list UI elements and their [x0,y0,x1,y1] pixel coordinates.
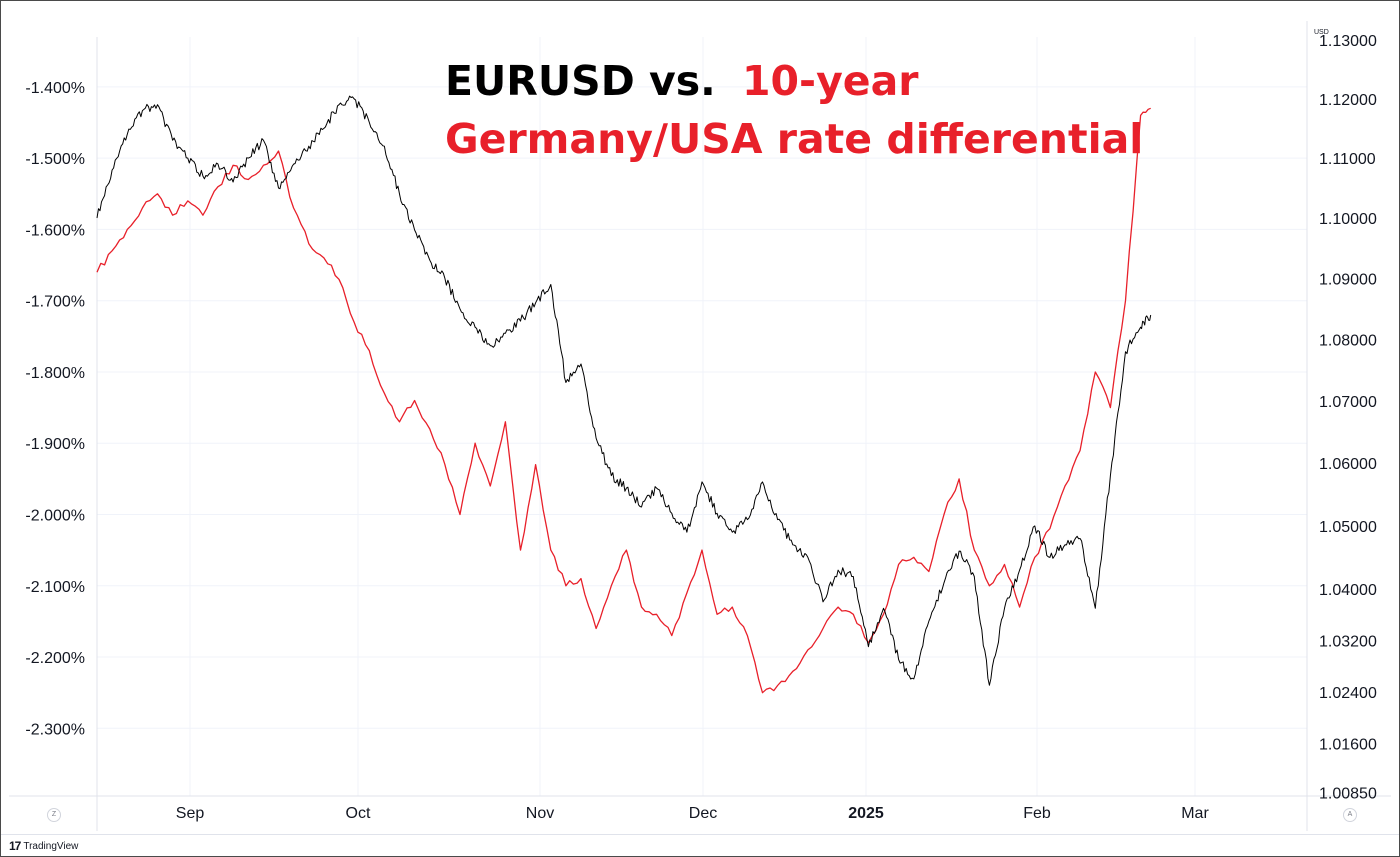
tradingview-logo[interactable]: 17 TradingView [9,839,78,853]
right-tick-label: 1.02400 [1319,685,1377,702]
series-line-eurusd [96,95,1152,686]
right-tick-label: 1.06000 [1319,456,1377,473]
grid-layer [97,37,1307,796]
right-scale-button[interactable]: A [1343,808,1357,822]
left-tick-label: -2.100% [25,579,85,596]
chart-title-line1: EURUSD vs. 10-year [445,57,919,105]
tradingview-brand-text: TradingView [23,840,79,852]
left-tick-label: -2.000% [25,507,85,524]
left-tick-label: -1.600% [25,222,85,239]
left-tick-label: -2.300% [25,721,85,738]
right-tick-label: 1.04000 [1319,582,1377,599]
chart-title-line2: Germany/USA rate differential [445,115,1143,163]
right-tick-label: 1.08000 [1319,332,1377,349]
right-tick-label: 1.10000 [1319,211,1377,228]
right-tick-label: 1.09000 [1319,271,1377,288]
right-tick-label: 1.03200 [1319,633,1377,650]
time-tick-label: Sep [176,805,205,822]
right-tick-label: 1.13000 [1319,33,1377,50]
time-tick-label: Feb [1023,805,1051,822]
title-red-part: 10-year [742,57,919,105]
time-axis-ticks: Sep Oct Nov Dec 2025 Feb Mar [176,805,1210,822]
right-tick-label: 1.11000 [1319,151,1376,168]
footer-bar: 17 TradingView [1,834,1399,857]
right-tick-label: 1.01600 [1319,737,1377,754]
left-tick-label: -1.400% [25,80,85,97]
left-tick-label: -1.900% [25,436,85,453]
time-tick-label: Nov [526,805,554,822]
left-scale-button[interactable]: Z [47,808,61,822]
tradingview-icon: 17 [9,839,21,853]
time-tick-label: Oct [346,805,371,822]
series-line-rate-differential [96,107,1151,694]
time-tick-label: 2025 [848,805,884,822]
left-tick-label: -1.800% [25,365,85,382]
right-tick-label: 1.05000 [1319,519,1377,536]
right-tick-label: 1.12000 [1319,92,1377,109]
time-tick-label: Mar [1181,805,1209,822]
left-axis-ticks: -1.400% -1.500% -1.600% -1.700% -1.800% -1.90… [25,80,85,738]
left-tick-label: -1.500% [25,151,85,168]
series-layer [96,95,1152,694]
left-tick-label: -2.200% [25,650,85,667]
left-tick-label: -1.700% [25,294,85,311]
right-tick-label: 1.07000 [1319,394,1377,411]
right-tick-label: 1.00850 [1319,786,1377,803]
right-axis-unit-label: USD [1314,29,1329,36]
title-black-part: EURUSD vs. [445,57,716,105]
right-axis-ticks: 1.13000 1.12000 1.11000 1.10000 1.09000 1.080… [1319,33,1377,803]
time-tick-label: Dec [689,805,717,822]
